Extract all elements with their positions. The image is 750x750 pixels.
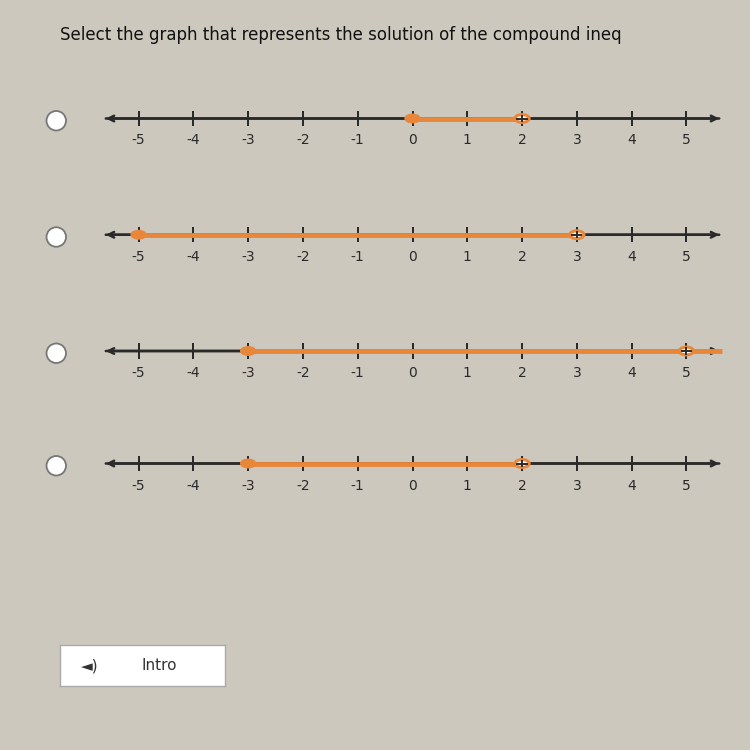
Text: -4: -4 (187, 134, 200, 148)
Text: 5: 5 (682, 250, 691, 264)
Text: 0: 0 (408, 250, 417, 264)
Text: -3: -3 (242, 134, 255, 148)
Text: 2: 2 (518, 478, 526, 493)
Text: -5: -5 (132, 134, 146, 148)
Text: 4: 4 (627, 134, 636, 148)
Text: -5: -5 (132, 366, 146, 380)
Text: -1: -1 (351, 250, 364, 264)
Text: 2: 2 (518, 366, 526, 380)
Text: 0: 0 (408, 366, 417, 380)
Circle shape (680, 347, 694, 355)
Text: 1: 1 (463, 478, 472, 493)
Circle shape (241, 460, 255, 467)
Text: -3: -3 (242, 250, 255, 264)
Text: 2: 2 (518, 250, 526, 264)
Circle shape (515, 460, 529, 467)
Text: 2: 2 (518, 134, 526, 148)
Text: 1: 1 (463, 366, 472, 380)
Circle shape (515, 115, 529, 122)
Text: 3: 3 (572, 478, 581, 493)
Text: 0: 0 (408, 478, 417, 493)
Circle shape (131, 231, 146, 238)
Text: -1: -1 (351, 366, 364, 380)
Circle shape (241, 347, 255, 355)
Text: 3: 3 (572, 366, 581, 380)
Text: Select the graph that represents the solution of the compound ineq: Select the graph that represents the sol… (60, 26, 622, 44)
Text: 1: 1 (463, 134, 472, 148)
Text: -2: -2 (296, 366, 310, 380)
Text: 4: 4 (627, 250, 636, 264)
Text: -5: -5 (132, 250, 146, 264)
Text: 4: 4 (627, 478, 636, 493)
Text: ◄): ◄) (81, 658, 98, 674)
Text: -2: -2 (296, 250, 310, 264)
Text: -3: -3 (242, 478, 255, 493)
Text: 1: 1 (463, 250, 472, 264)
Text: -4: -4 (187, 366, 200, 380)
Text: -4: -4 (187, 250, 200, 264)
Text: -2: -2 (296, 478, 310, 493)
Text: -5: -5 (132, 478, 146, 493)
Text: -1: -1 (351, 478, 364, 493)
Text: -2: -2 (296, 134, 310, 148)
Circle shape (406, 115, 419, 122)
Text: 3: 3 (572, 250, 581, 264)
Text: 5: 5 (682, 366, 691, 380)
Text: -4: -4 (187, 478, 200, 493)
Circle shape (570, 231, 584, 238)
Text: -3: -3 (242, 366, 255, 380)
Text: Intro: Intro (141, 658, 177, 674)
Text: 5: 5 (682, 478, 691, 493)
Text: 0: 0 (408, 134, 417, 148)
Text: 3: 3 (572, 134, 581, 148)
Text: 4: 4 (627, 366, 636, 380)
Text: -1: -1 (351, 134, 364, 148)
Text: 5: 5 (682, 134, 691, 148)
